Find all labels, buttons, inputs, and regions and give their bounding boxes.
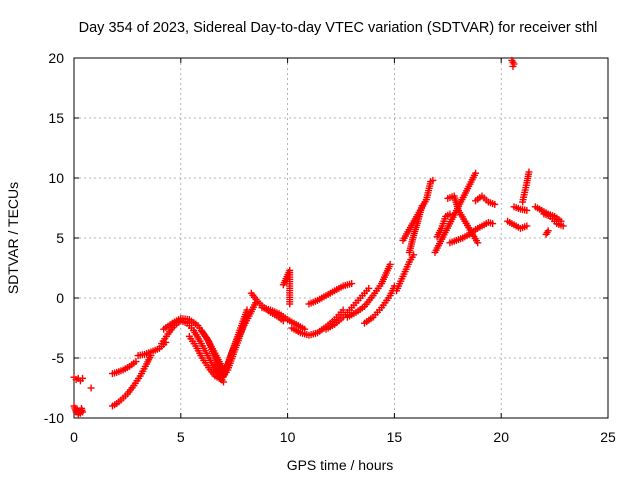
data-point	[489, 220, 497, 228]
series-arc-19	[472, 192, 499, 208]
data-point	[410, 251, 418, 259]
data-point	[523, 206, 531, 214]
chart-title: Day 354 of 2023, Sidereal Day-to-day VTE…	[79, 20, 598, 36]
x-tick-label: 0	[70, 429, 78, 445]
series-arc-sparse	[87, 384, 95, 392]
data-point	[79, 374, 87, 382]
data-point	[386, 260, 394, 268]
x-tick-label: 10	[280, 429, 296, 445]
y-tick-label: 10	[48, 170, 64, 186]
series-arc-rise-16	[393, 251, 418, 295]
x-axis: 0 5 10 15 20 25	[70, 58, 616, 445]
series-arc-wave-13	[322, 284, 373, 333]
series-arc-20-outlier	[508, 56, 518, 70]
x-tick-label: 15	[387, 429, 403, 445]
series-arc-sparse-22	[542, 227, 552, 238]
data-point	[87, 384, 95, 392]
series-arc-18b	[446, 218, 497, 247]
series-arc-wave-11	[288, 306, 347, 339]
x-tick-label: 20	[493, 429, 509, 445]
data-series	[70, 56, 567, 418]
y-tick-label: -5	[52, 350, 65, 366]
gridlines	[74, 58, 608, 418]
series-arc-early-mid	[70, 373, 87, 385]
data-point	[286, 300, 294, 308]
series-arc-17	[433, 210, 454, 241]
data-point	[491, 200, 499, 208]
data-point	[472, 169, 480, 177]
data-point	[509, 62, 517, 70]
y-tick-label: 5	[56, 230, 64, 246]
x-tick-label: 25	[600, 429, 616, 445]
y-tick-label: -10	[44, 410, 64, 426]
data-point	[474, 239, 482, 247]
series-arc-cluster-9	[258, 304, 309, 333]
x-tick-label: 5	[177, 429, 185, 445]
data-point	[446, 210, 454, 218]
series-arc-rise-1	[108, 352, 155, 410]
series-arc-21c	[510, 203, 531, 214]
series-arc-21b	[519, 168, 533, 206]
series-arc-rise-2	[108, 358, 140, 378]
series-arc-wave-12	[305, 280, 356, 308]
series-arc-22b	[540, 210, 567, 230]
data-point	[79, 408, 87, 416]
data-point	[429, 176, 437, 184]
series-arc-sparse-16	[399, 176, 437, 244]
y-axis: -10 -5 0 5 10 15 20	[44, 50, 608, 426]
series-arc-sparse-19	[431, 169, 480, 256]
y-tick-label: 0	[56, 290, 64, 306]
data-point	[523, 222, 531, 230]
data-point	[365, 284, 373, 292]
series-arc-early-low	[70, 402, 87, 418]
data-point	[132, 358, 140, 366]
data-point	[544, 227, 552, 235]
y-axis-label: SDTVAR / TECUs	[5, 182, 21, 294]
data-point	[525, 168, 533, 176]
series-arc-sparse-10	[279, 266, 294, 308]
data-point	[559, 222, 567, 230]
data-point	[348, 280, 356, 288]
series-arc-climb	[220, 299, 260, 380]
data-point	[339, 306, 347, 314]
series-arc-wave-14	[343, 260, 394, 321]
x-axis-label: GPS time / hours	[287, 457, 394, 473]
series-arc-21	[504, 217, 531, 232]
y-tick-label: 20	[48, 50, 64, 66]
y-tick-label: 15	[48, 110, 64, 126]
